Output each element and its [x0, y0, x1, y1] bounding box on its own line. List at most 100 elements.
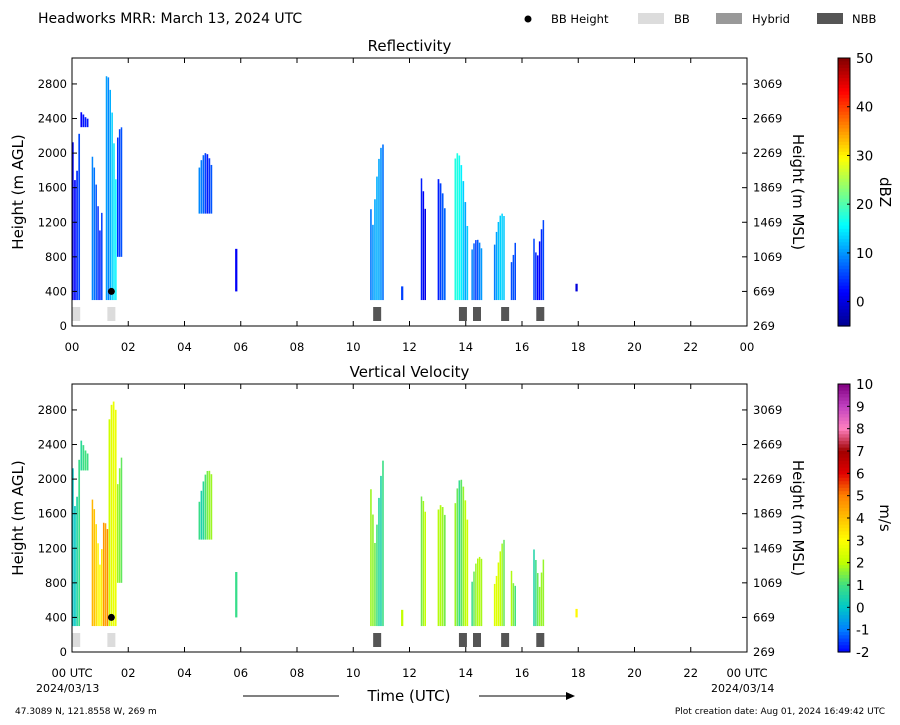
colorbar-cell	[838, 481, 850, 486]
echo-strip	[401, 609, 404, 627]
colorbar-cell	[838, 238, 850, 243]
echo-strip	[462, 181, 465, 301]
colorbar-cell	[838, 279, 850, 284]
x-tick-label: 10	[346, 666, 361, 680]
colorbar-cell	[838, 491, 850, 496]
colorbar-tick-label: -1	[856, 623, 869, 639]
echo-strip	[535, 559, 537, 627]
y-tick-label: 800	[45, 250, 67, 264]
colorbar-cell	[838, 192, 850, 196]
colorbar-cell	[838, 387, 850, 392]
y-tick-label: 1200	[38, 541, 67, 555]
echo-strip	[499, 215, 501, 301]
colorbar-cell	[838, 390, 850, 395]
colorbar-cell	[838, 531, 850, 536]
echo-strip	[495, 575, 498, 627]
echo-column	[198, 153, 213, 214]
bb-flag-nbb	[501, 307, 510, 321]
x-tick-label: 14	[458, 340, 473, 354]
colorbar-cell	[838, 457, 850, 462]
echo-strip	[76, 170, 78, 301]
x-tick-label: 02	[121, 666, 136, 680]
colorbar-tick-label: 40	[856, 100, 873, 116]
colorbar-cell	[838, 242, 850, 247]
colorbar-tick-label: 4	[856, 511, 865, 527]
colorbar-cell	[838, 305, 850, 310]
x-axis-label: Time (UTC)	[367, 687, 451, 705]
colorbar-cell	[838, 474, 850, 479]
colorbar-tick-label: 2	[856, 556, 865, 572]
colorbar-cell	[838, 585, 850, 589]
colorbar-cell	[838, 81, 850, 86]
echo-strip	[443, 208, 446, 301]
colorbar-cell	[838, 625, 850, 630]
colorbar-cell	[838, 608, 850, 613]
echo-strip	[471, 249, 473, 301]
colorbar-cell	[838, 114, 850, 119]
echo-strip	[533, 238, 535, 301]
y-tick-label: 2000	[38, 472, 67, 486]
x-tick-label: 08	[290, 340, 305, 354]
colorbar-cell	[838, 384, 850, 388]
echo-strip	[540, 572, 543, 627]
echo-column	[370, 460, 384, 627]
echo-strip	[118, 129, 121, 257]
echo-strip	[372, 224, 374, 301]
echo-strip	[200, 160, 203, 214]
y2-tick-label: 1869	[753, 181, 782, 195]
colorbar-cell	[838, 454, 850, 459]
echo-strip	[462, 486, 465, 627]
plot-creation-date: Plot creation date: Aug 01, 2024 16:49:4…	[675, 707, 885, 717]
colorbar-tick-label: 3	[856, 533, 865, 549]
echo-strip	[380, 475, 382, 627]
colorbar-cell	[838, 544, 850, 549]
echo-strip	[378, 158, 380, 301]
y2-tick-label: 269	[753, 319, 775, 333]
echo-strip	[501, 213, 503, 301]
colorbar-tick-label: 7	[856, 444, 865, 460]
echo-strip	[466, 225, 469, 301]
echo-strip	[454, 503, 457, 627]
colorbar-cell	[838, 417, 850, 422]
echo-strip	[106, 529, 109, 627]
echo-column	[91, 499, 103, 627]
station-location: 47.3089 N, 121.8558 W, 269 m	[15, 707, 157, 717]
colorbar-cell	[838, 262, 850, 267]
x-tick-label: 20	[627, 340, 642, 354]
colorbar-tick-label: 8	[856, 422, 865, 438]
echo-strip	[477, 239, 479, 301]
echo-column	[401, 609, 404, 627]
colorbar-cell	[838, 628, 850, 633]
echo-column	[454, 153, 469, 301]
echo-strip	[497, 562, 500, 627]
colorbar-cell	[838, 440, 850, 445]
colorbar-cell	[838, 564, 850, 569]
y2-tick-label: 1469	[753, 541, 782, 555]
echo-column	[437, 505, 446, 627]
echo-strip	[422, 501, 425, 627]
bb-flags	[72, 307, 545, 321]
echo-strip	[374, 199, 376, 301]
colorbar-cell	[838, 434, 850, 439]
echo-strip	[101, 212, 103, 301]
plot-area	[72, 58, 747, 326]
echo-strip	[101, 549, 103, 627]
colorbar-cell	[838, 61, 850, 66]
echo-strip	[510, 262, 513, 301]
bb-flag-bb	[72, 307, 81, 321]
echo-column	[80, 440, 89, 471]
echo-strip	[86, 118, 89, 128]
colorbar-cell	[838, 461, 850, 465]
colorbar-tick-label: -2	[856, 645, 869, 661]
echo-strip	[91, 499, 94, 627]
echo-strip	[84, 117, 87, 128]
colorbar-cell	[838, 161, 850, 166]
colorbar-cell	[838, 302, 850, 307]
echo-strip	[437, 509, 440, 627]
colorbar-cell	[838, 641, 850, 646]
colorbar-cell	[838, 155, 850, 160]
echo-strip	[464, 202, 467, 301]
echo-column	[533, 220, 545, 301]
y-tick-label: 0	[60, 645, 67, 659]
